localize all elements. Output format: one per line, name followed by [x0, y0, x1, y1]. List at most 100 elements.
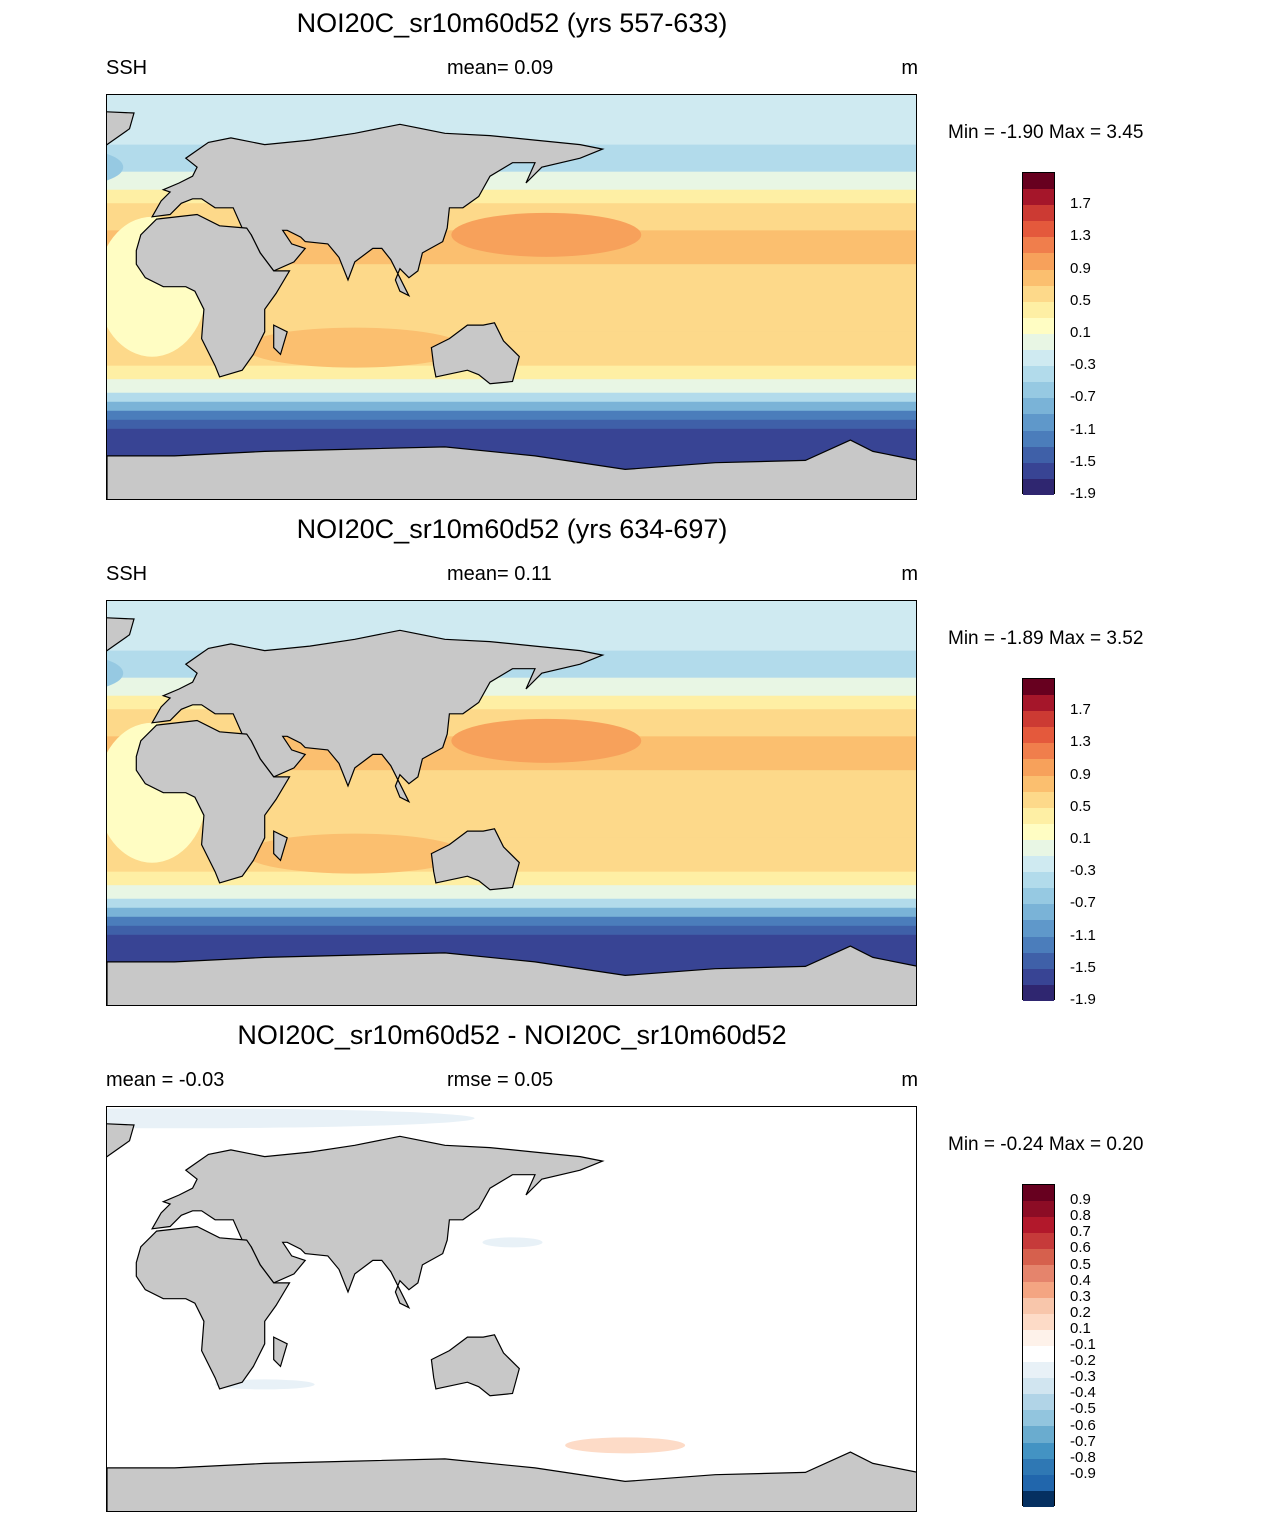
min-max-label: Min = -1.90 Max = 3.45	[948, 122, 1143, 144]
colorbar-label: 1.3	[1070, 733, 1091, 751]
colorbar-label: 0.5	[1070, 797, 1091, 815]
colorbar-swatch	[1023, 1201, 1054, 1218]
unit-label: m	[901, 57, 918, 79]
colorbar-swatch	[1023, 446, 1054, 463]
colorbar-swatch	[1023, 414, 1054, 431]
warm-patch	[451, 212, 642, 257]
colorbar-swatch	[1023, 904, 1054, 921]
ssh-band	[107, 916, 916, 927]
colorbar-label: 0.6	[1070, 1239, 1091, 1257]
colorbar-swatch	[1023, 1233, 1054, 1250]
panel-1: NOI20C_sr10m60d52 (yrs 557-633) SSH mean…	[0, 0, 1285, 506]
colorbar-swatch	[1023, 775, 1054, 792]
colorbar-swatch	[1023, 382, 1054, 399]
madagascar-landmass	[273, 1336, 288, 1368]
colorbar-swatch	[1023, 888, 1054, 905]
colorbar-swatch	[1023, 237, 1054, 254]
antarctica-landmass	[107, 439, 916, 499]
australia-landmass	[430, 1334, 520, 1397]
colorbar-swatch	[1023, 1313, 1054, 1330]
cold-patch	[107, 153, 124, 181]
madagascar-landmass	[273, 830, 288, 862]
colorbar-swatch	[1023, 1490, 1054, 1507]
colorbar-label: -0.8	[1070, 1448, 1096, 1466]
panel-3: NOI20C_sr10m60d52 - NOI20C_sr10m60d52 me…	[0, 1012, 1285, 1518]
ssh-band	[107, 401, 916, 412]
colorbar-label: -0.7	[1070, 388, 1096, 406]
colorbar-swatch	[1023, 221, 1054, 238]
colorbar-label: -0.4	[1070, 1384, 1096, 1402]
colorbar-label: 0.1	[1070, 1319, 1091, 1337]
colorbar-swatch	[1023, 984, 1054, 1001]
colorbar-swatch	[1023, 1345, 1054, 1363]
colorbar-swatch	[1023, 968, 1054, 985]
ssh-band	[107, 95, 916, 146]
colorbar-label: 1.7	[1070, 195, 1091, 213]
africa-landmass	[135, 213, 291, 378]
panel-title: NOI20C_sr10m60d52 (yrs 557-633)	[296, 8, 728, 38]
colorbar-label: 1.7	[1070, 701, 1091, 719]
colorbar-label: 1.3	[1070, 227, 1091, 245]
max-label: Max = 3.45	[1048, 122, 1144, 143]
colorbar-swatch	[1023, 301, 1054, 318]
colorbar-label: 0.9	[1070, 259, 1091, 277]
colorbar-swatch	[1023, 936, 1054, 953]
colorbar-swatch	[1023, 1329, 1054, 1346]
colorbar-label: 0.1	[1070, 324, 1091, 341]
max-label: Max = 0.20	[1048, 1134, 1144, 1155]
colorbar-swatch	[1023, 1410, 1054, 1427]
colorbar-label: 0.8	[1070, 1207, 1091, 1225]
cold-patch	[107, 659, 124, 687]
greenland-landmass	[107, 617, 135, 652]
diff-patch	[565, 1437, 686, 1454]
colorbar-label: 0.5	[1070, 1255, 1091, 1273]
colorbar-label: -1.9	[1070, 485, 1096, 502]
panel-title: NOI20C_sr10m60d52 - NOI20C_sr10m60d52	[237, 1020, 787, 1050]
colorbar-label: -0.3	[1070, 1368, 1096, 1386]
colorbar-swatch	[1023, 317, 1054, 334]
colorbar-swatch	[1023, 173, 1054, 190]
ssh-band	[107, 898, 916, 909]
colorbar-swatch	[1023, 920, 1054, 937]
min-label: Min = -1.89	[948, 628, 1044, 649]
ssh-band	[107, 925, 916, 936]
ssh-band	[107, 907, 916, 918]
mean-label: mean= 0.09	[447, 57, 554, 79]
colorbar-swatch	[1023, 839, 1054, 857]
colorbar-label: -1.5	[1070, 452, 1096, 470]
field-label: SSH	[106, 563, 148, 585]
colorbar-label: -1.1	[1070, 420, 1096, 438]
colorbar-swatch	[1023, 398, 1054, 415]
colorbar-swatch	[1023, 1442, 1054, 1459]
colorbar-swatch	[1023, 872, 1054, 889]
colorbar-swatch	[1023, 807, 1054, 824]
min-max-label: Min = -1.89 Max = 3.52	[948, 628, 1143, 650]
colorbar-label: -0.6	[1070, 1416, 1096, 1434]
greenland-landmass	[107, 111, 135, 146]
colorbar-swatch	[1023, 743, 1054, 760]
colorbar-swatch	[1023, 478, 1054, 495]
colorbar-swatch	[1023, 1378, 1054, 1395]
colorbar-label: 0.5	[1070, 291, 1091, 309]
colorbar-label: -0.3	[1070, 862, 1096, 880]
min-label: Min = -0.24	[948, 1134, 1044, 1155]
greenland-landmass	[107, 1123, 135, 1158]
colorbar-label: 0.4	[1070, 1271, 1091, 1289]
min-label: Min = -1.90	[948, 122, 1044, 143]
colorbar-swatch	[1023, 285, 1054, 302]
colorbar-swatch	[1023, 727, 1054, 744]
field-label: SSH	[106, 57, 148, 79]
panel-2: NOI20C_sr10m60d52 (yrs 634-697) SSH mean…	[0, 506, 1285, 1012]
colorbar-swatch	[1023, 759, 1054, 776]
colorbar-swatches	[1022, 172, 1055, 495]
colorbar-swatches	[1022, 678, 1055, 1001]
panel-title: NOI20C_sr10m60d52 (yrs 634-697)	[296, 514, 728, 544]
colorbar-label: -1.9	[1070, 991, 1096, 1008]
warm-patch	[244, 327, 465, 368]
colorbar-label: -0.2	[1070, 1352, 1096, 1370]
africa-landmass	[135, 1225, 291, 1390]
antarctica-landmass	[107, 945, 916, 1005]
difference-map	[106, 1106, 917, 1512]
colorbar-label: 0.9	[1070, 765, 1091, 783]
colorbar-swatch	[1023, 679, 1054, 696]
